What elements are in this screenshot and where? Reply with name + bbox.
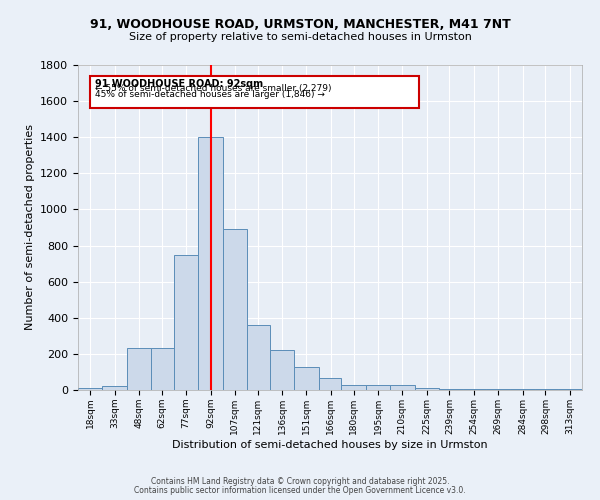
- Bar: [341, 384, 366, 390]
- Text: ← 55% of semi-detached houses are smaller (2,279): ← 55% of semi-detached houses are smalle…: [95, 84, 332, 94]
- Bar: [174, 254, 199, 390]
- Bar: [151, 348, 174, 390]
- Bar: [294, 368, 319, 390]
- FancyBboxPatch shape: [90, 76, 419, 108]
- Text: 91 WOODHOUSE ROAD: 92sqm: 91 WOODHOUSE ROAD: 92sqm: [95, 78, 263, 88]
- Text: Contains HM Land Registry data © Crown copyright and database right 2025.: Contains HM Land Registry data © Crown c…: [151, 477, 449, 486]
- Bar: [439, 389, 463, 390]
- Bar: [103, 386, 127, 390]
- Bar: [247, 325, 270, 390]
- Bar: [199, 137, 223, 390]
- Bar: [366, 386, 390, 390]
- Text: 45% of semi-detached houses are larger (1,846) →: 45% of semi-detached houses are larger (…: [95, 90, 325, 99]
- Bar: [463, 389, 486, 390]
- Bar: [415, 388, 439, 390]
- X-axis label: Distribution of semi-detached houses by size in Urmston: Distribution of semi-detached houses by …: [172, 440, 488, 450]
- Text: 91, WOODHOUSE ROAD, URMSTON, MANCHESTER, M41 7NT: 91, WOODHOUSE ROAD, URMSTON, MANCHESTER,…: [89, 18, 511, 30]
- Bar: [390, 384, 415, 390]
- Text: Contains public sector information licensed under the Open Government Licence v3: Contains public sector information licen…: [134, 486, 466, 495]
- Bar: [319, 378, 341, 390]
- Y-axis label: Number of semi-detached properties: Number of semi-detached properties: [25, 124, 35, 330]
- Bar: [78, 388, 103, 390]
- Text: Size of property relative to semi-detached houses in Urmston: Size of property relative to semi-detach…: [128, 32, 472, 42]
- Bar: [270, 350, 294, 390]
- Bar: [223, 230, 247, 390]
- Bar: [127, 348, 151, 390]
